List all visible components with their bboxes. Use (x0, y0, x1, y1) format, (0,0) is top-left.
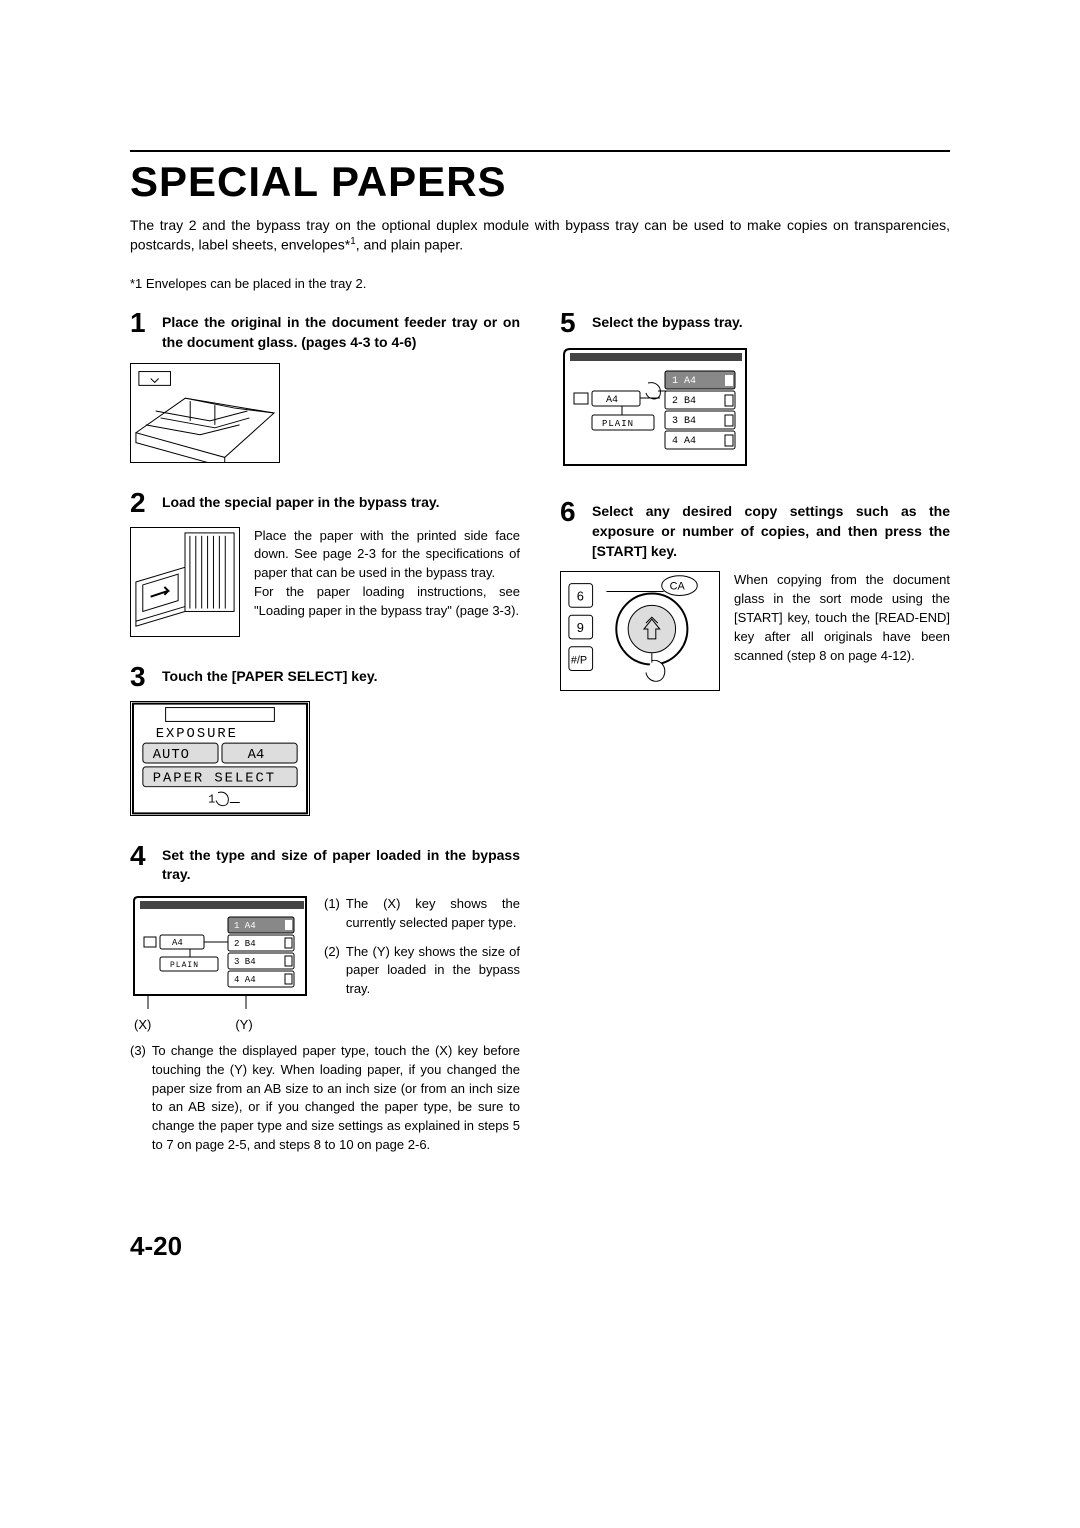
content-columns: 1 Place the original in the document fee… (130, 309, 950, 1180)
svg-text:#/P: #/P (571, 655, 587, 667)
step-2-title: Load the special paper in the bypass tra… (162, 489, 440, 513)
svg-text:PLAIN: PLAIN (170, 961, 199, 970)
step-1-head: 1 Place the original in the document fee… (130, 309, 520, 352)
step-5-illustration: 1 A4 2 B4 3 B4 4 A4 A4 (560, 347, 750, 472)
step-4-sub2-text: The (Y) key shows the size of paper load… (346, 943, 520, 1000)
step-4-side: (1) The (X) key shows the currently sele… (324, 895, 520, 1009)
svg-text:A4: A4 (172, 938, 183, 948)
step-4-row: 1 A4 2 B4 3 B4 4 A4 (130, 895, 520, 1032)
step-3: 3 Touch the [PAPER SELECT] key. EXPOSURE… (130, 663, 520, 816)
top-rule (130, 150, 950, 152)
step-3-illustration: EXPOSURE AUTO A4 PAPER SELECT 1 (130, 701, 310, 816)
intro-post: , and plain paper. (356, 237, 463, 253)
step-1-title: Place the original in the document feede… (162, 309, 520, 352)
step-5-head: 5 Select the bypass tray. (560, 309, 950, 337)
svg-text:PAPER SELECT: PAPER SELECT (153, 770, 276, 786)
svg-text:AUTO: AUTO (153, 747, 190, 763)
step-6-title: Select any desired copy settings such as… (592, 498, 950, 561)
step-6-num: 6 (560, 498, 582, 526)
step-4-illustration-wrap: 1 A4 2 B4 3 B4 4 A4 (130, 895, 310, 1032)
svg-text:2 B4: 2 B4 (234, 939, 256, 949)
step-4-sub1-text: The (X) key shows the currently selected… (346, 895, 520, 933)
step-4-illustration: 1 A4 2 B4 3 B4 4 A4 (130, 895, 310, 1015)
y-label: (Y) (235, 1017, 252, 1032)
step-6: 6 Select any desired copy settings such … (560, 498, 950, 691)
step-4-sub3: (3) To change the displayed paper type, … (130, 1042, 520, 1155)
step-4-sub2: (2) The (Y) key shows the size of paper … (324, 943, 520, 1000)
step-2-body: Place the paper with the printed side fa… (254, 527, 520, 621)
svg-text:PLAIN: PLAIN (602, 419, 634, 429)
step-4-sub1: (1) The (X) key shows the currently sele… (324, 895, 520, 933)
page-title: SPECIAL PAPERS (130, 158, 950, 206)
step-2: 2 Load the special paper in the bypass t… (130, 489, 520, 637)
step-3-title: Touch the [PAPER SELECT] key. (162, 663, 377, 687)
page-number: 4-20 (130, 1231, 950, 1262)
svg-text:3 B4: 3 B4 (234, 957, 256, 967)
step-4-sub2-num: (2) (324, 943, 340, 1000)
step-2-num: 2 (130, 489, 152, 517)
svg-text:1: 1 (208, 792, 215, 806)
step-6-row: 6 9 #/P CA (560, 571, 950, 691)
svg-text:A4: A4 (606, 395, 618, 406)
step-1: 1 Place the original in the document fee… (130, 309, 520, 462)
step-5-num: 5 (560, 309, 582, 337)
svg-text:1 A4: 1 A4 (234, 921, 256, 931)
svg-text:EXPOSURE: EXPOSURE (156, 726, 238, 742)
right-column: 5 Select the bypass tray. 1 A4 2 B4 3 B4 (560, 309, 950, 1180)
step-4: 4 Set the type and size of paper loaded … (130, 842, 520, 1155)
footnote: *1 Envelopes can be placed in the tray 2… (130, 276, 950, 291)
step-6-head: 6 Select any desired copy settings such … (560, 498, 950, 561)
step-4-title: Set the type and size of paper loaded in… (162, 842, 520, 885)
intro-pre: The tray 2 and the bypass tray on the op… (130, 217, 950, 253)
step-4-head: 4 Set the type and size of paper loaded … (130, 842, 520, 885)
left-column: 1 Place the original in the document fee… (130, 309, 520, 1180)
xy-labels: (X) (Y) (130, 1017, 310, 1032)
step-4-sub3-num: (3) (130, 1042, 146, 1155)
svg-text:CA: CA (670, 581, 686, 593)
step-3-head: 3 Touch the [PAPER SELECT] key. (130, 663, 520, 691)
svg-text:4 A4: 4 A4 (234, 975, 256, 985)
step-2-illustration (130, 527, 240, 637)
intro-text: The tray 2 and the bypass tray on the op… (130, 216, 950, 254)
step-2-row: Place the paper with the printed side fa… (130, 527, 520, 637)
step-4-sub3-text: To change the displayed paper type, touc… (152, 1042, 520, 1155)
step-2-head: 2 Load the special paper in the bypass t… (130, 489, 520, 517)
svg-text:1 A4: 1 A4 (672, 376, 696, 387)
step-5-title: Select the bypass tray. (592, 309, 743, 333)
x-label: (X) (134, 1017, 151, 1032)
step-4-sub1-num: (1) (324, 895, 340, 933)
svg-text:3 B4: 3 B4 (672, 416, 696, 427)
step-6-illustration: 6 9 #/P CA (560, 571, 720, 691)
step-4-num: 4 (130, 842, 152, 870)
svg-text:A4: A4 (248, 747, 265, 763)
step-5: 5 Select the bypass tray. 1 A4 2 B4 3 B4 (560, 309, 950, 472)
svg-text:6: 6 (577, 589, 584, 604)
step-3-num: 3 (130, 663, 152, 691)
step-1-illustration (130, 363, 280, 463)
step-6-body: When copying from the document glass in … (734, 571, 950, 665)
svg-text:9: 9 (577, 620, 584, 635)
svg-text:2 B4: 2 B4 (672, 396, 696, 407)
step-1-num: 1 (130, 309, 152, 337)
svg-text:4 A4: 4 A4 (672, 436, 696, 447)
